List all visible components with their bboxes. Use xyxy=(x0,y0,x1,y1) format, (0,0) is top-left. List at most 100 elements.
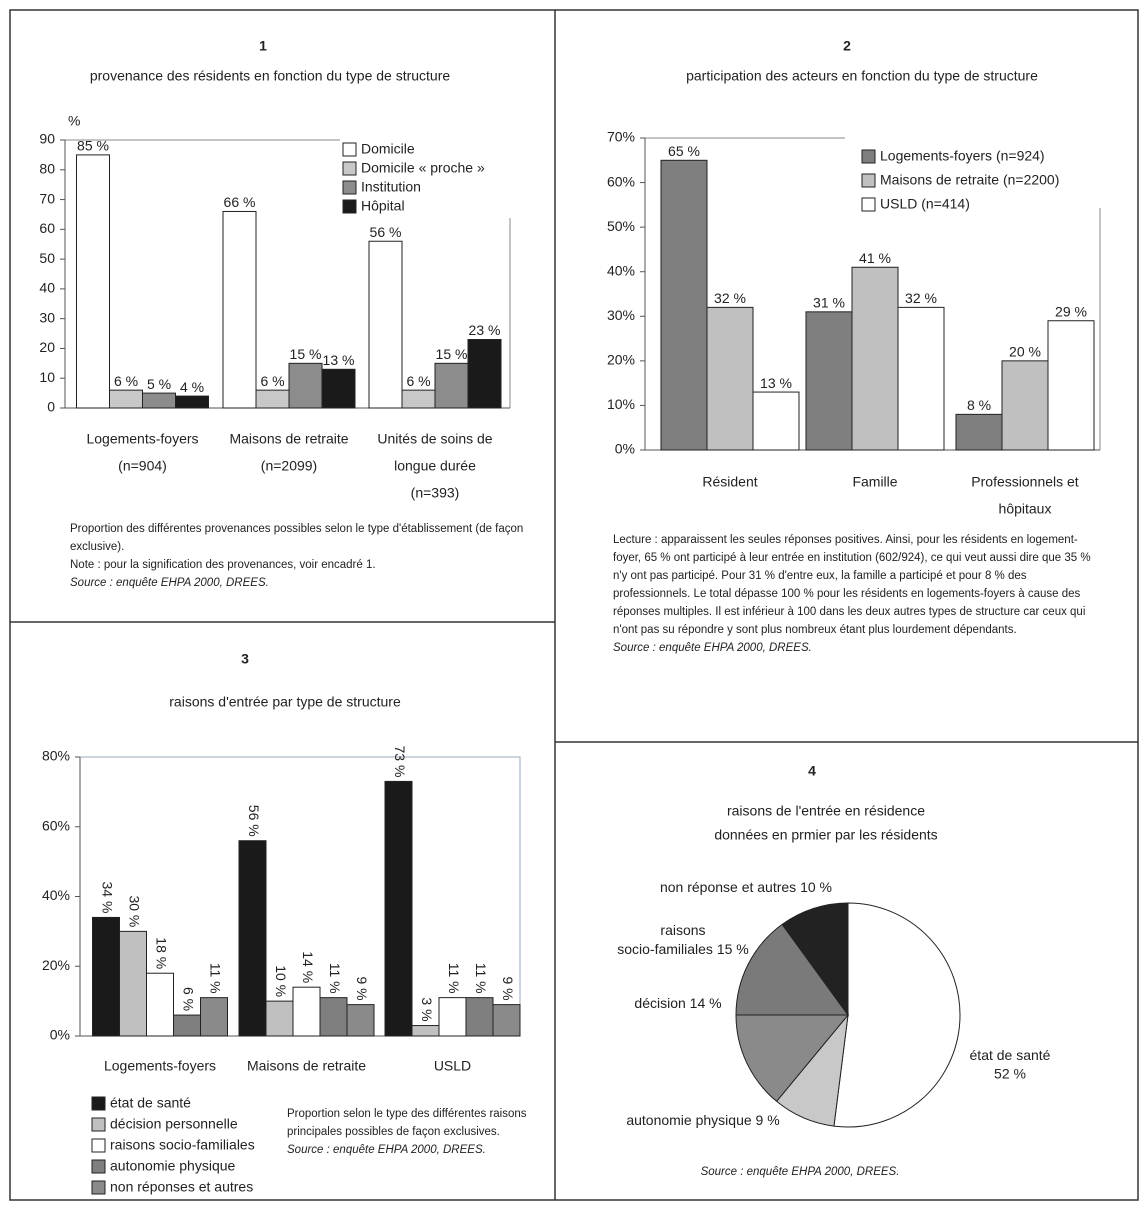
bar xyxy=(897,306,945,451)
chart-title: participation des acteurs en fonction du… xyxy=(686,68,1038,84)
slice-value: 15 % xyxy=(717,941,749,957)
source: Source : enquête EHPA 2000, DREES. xyxy=(70,577,269,589)
value-label: 73 % xyxy=(392,745,408,777)
legend-swatch xyxy=(342,142,357,157)
bar xyxy=(346,1004,375,1037)
x-tick-label: Maisons de retraite xyxy=(229,431,348,447)
value-label: 11 % xyxy=(446,963,462,994)
bar xyxy=(492,1004,521,1037)
x-tick-label: longue durée xyxy=(394,458,476,474)
y-tick-label: 50 xyxy=(39,250,55,266)
source: Source : enquête EHPA 2000, DREES. xyxy=(700,1166,900,1178)
value-label: 56 % xyxy=(246,805,262,837)
value-label: 5 % xyxy=(147,376,171,392)
value-label: 29 % xyxy=(1055,303,1087,319)
legend-swatch xyxy=(342,161,357,176)
value-label: 15 % xyxy=(290,346,322,362)
bar xyxy=(1001,360,1049,451)
value-label: 14 % xyxy=(300,951,316,983)
x-tick-label: Professionnels et xyxy=(971,474,1079,490)
y-tick-label: 40% xyxy=(42,887,70,903)
x-tick-label: hôpitaux xyxy=(999,501,1052,517)
value-label: 32 % xyxy=(905,290,937,306)
slice-category: autonomie physique xyxy=(626,1112,752,1128)
legend-swatch xyxy=(861,149,876,164)
value-label: 65 % xyxy=(668,143,700,159)
value-label: 15 % xyxy=(436,346,468,362)
value-label: 23 % xyxy=(469,322,501,338)
legend-label: raisons socio-familiales xyxy=(110,1137,255,1153)
bar xyxy=(467,339,502,409)
value-label: 31 % xyxy=(813,295,845,311)
slice-label: état de santé xyxy=(970,1047,1051,1063)
legend-swatch xyxy=(91,1138,106,1153)
y-tick-label: 20% xyxy=(607,352,635,368)
legend-label: Domicile « proche » xyxy=(361,160,485,176)
source: Source : enquête EHPA 2000, DREES. xyxy=(287,1144,486,1156)
legend-swatch xyxy=(91,1096,106,1111)
value-label: 13 % xyxy=(760,375,792,391)
value-label: 85 % xyxy=(77,138,109,154)
value-label: 30 % xyxy=(126,895,142,927)
bar xyxy=(752,391,800,451)
y-tick-label: 60% xyxy=(607,173,635,189)
legend-label: Maisons de retraite (n=2200) xyxy=(880,172,1059,188)
y-tick-label: 10 xyxy=(39,369,55,385)
y-tick-label: 60 xyxy=(39,220,55,236)
value-label: 56 % xyxy=(370,224,402,240)
note-line: Note : pour la signification des provena… xyxy=(70,559,376,571)
bar xyxy=(465,997,494,1037)
bar xyxy=(288,362,323,409)
value-label: 8 % xyxy=(967,397,991,413)
bar xyxy=(200,997,228,1037)
pie-slice xyxy=(781,902,849,1017)
slice-label: décision 14 % xyxy=(634,995,721,1011)
y-tick-label: 20 xyxy=(39,339,55,355)
legend-swatch xyxy=(342,180,357,195)
note-line: Proportion des différentes provenances p… xyxy=(70,523,524,553)
bar xyxy=(411,1025,440,1037)
value-label: 11 % xyxy=(327,963,343,994)
chart-title: données en prmier par les résidents xyxy=(714,827,937,843)
chart-number: 2 xyxy=(843,38,851,54)
y-tick-label: 0% xyxy=(50,1027,70,1043)
chart-title: raisons de l'entrée en résidence xyxy=(727,803,925,819)
bar xyxy=(146,972,174,1037)
y-tick-label: 90 xyxy=(39,131,55,147)
value-label: 6 % xyxy=(114,373,138,389)
slice-value: 10 % xyxy=(800,879,832,895)
slice-label: raisons xyxy=(660,922,705,938)
legend-swatch xyxy=(91,1159,106,1174)
bar xyxy=(119,930,147,1037)
legend-label: Hôpital xyxy=(361,198,405,214)
value-label: 20 % xyxy=(1009,344,1041,360)
x-tick-label: Unités de soins de xyxy=(377,431,492,447)
legend-swatch xyxy=(91,1180,106,1195)
y-tick-label: 20% xyxy=(42,957,70,973)
chart-number: 1 xyxy=(259,38,267,54)
x-tick-label: (n=2099) xyxy=(261,458,317,474)
value-label: 4 % xyxy=(180,379,204,395)
bar xyxy=(805,311,853,451)
legend-swatch xyxy=(861,173,876,188)
y-tick-label: 30 xyxy=(39,309,55,325)
legend-label: Institution xyxy=(361,179,421,195)
chart-number: 4 xyxy=(808,763,816,779)
y-tick-label: 30% xyxy=(607,307,635,323)
value-label: 13 % xyxy=(323,352,355,368)
chart-note: Proportion selon le type des différentes… xyxy=(287,1105,532,1159)
y-tick-label: 40 xyxy=(39,280,55,296)
legend-swatch xyxy=(342,199,357,214)
chart-note: Lecture : apparaissent les seules répons… xyxy=(613,531,1103,657)
x-tick-label: Maisons de retraite xyxy=(247,1058,366,1074)
value-label: 66 % xyxy=(224,194,256,210)
bar xyxy=(173,1014,201,1037)
slice-label: autonomie physique 9 % xyxy=(626,1112,779,1128)
slice-label: non réponse et autres 10 % xyxy=(660,879,832,895)
bar xyxy=(292,986,321,1037)
legend-label: état de santé xyxy=(110,1095,191,1111)
bar xyxy=(321,368,356,409)
y-axis-label: % xyxy=(68,113,80,129)
y-tick-label: 80 xyxy=(39,160,55,176)
